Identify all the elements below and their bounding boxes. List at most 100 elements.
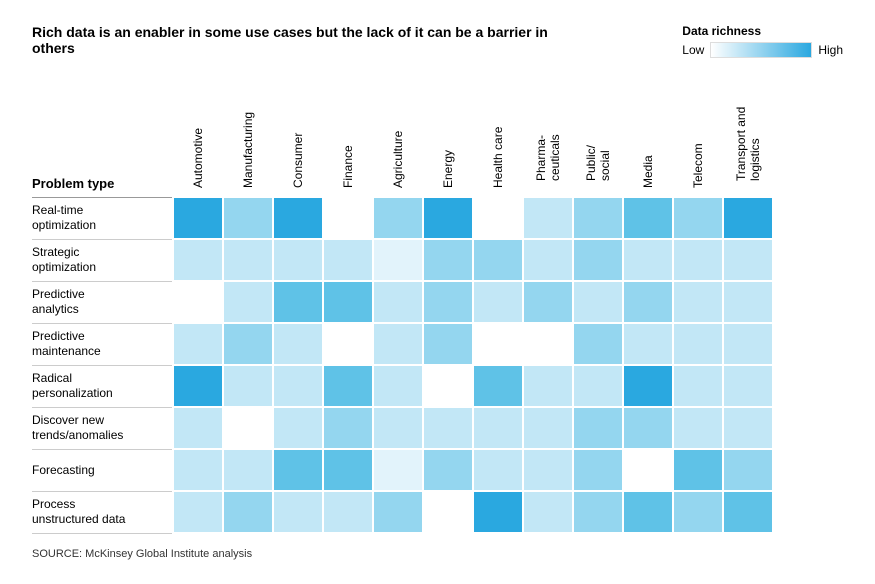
heatmap-head: Problem typeAutomotiveManufacturingConsu… [32, 70, 773, 197]
heatmap-cell [273, 239, 323, 281]
column-header-label: Agriculture [391, 174, 405, 188]
heatmap-cell [573, 365, 623, 407]
heatmap-cell [173, 449, 223, 491]
heatmap-cell [423, 407, 473, 449]
heatmap-cell [273, 407, 323, 449]
heatmap-cell [473, 449, 523, 491]
heatmap-cell [273, 323, 323, 365]
heatmap-cell [523, 197, 573, 239]
heatmap-cell [373, 281, 423, 323]
table-row: Radicalpersonalization [32, 365, 773, 407]
heatmap-cell [523, 407, 573, 449]
heatmap-cell [623, 491, 673, 533]
chart-title: Rich data is an enabler in some use case… [32, 24, 592, 56]
heatmap-cell [173, 323, 223, 365]
heatmap-cell [173, 197, 223, 239]
column-header-label: Media [641, 174, 655, 188]
heatmap-cell [373, 197, 423, 239]
heatmap-cell [273, 365, 323, 407]
heatmap-cell [223, 239, 273, 281]
row-label: Predictivemaintenance [32, 323, 173, 365]
heatmap-cell [423, 491, 473, 533]
heatmap-cell [323, 197, 373, 239]
heatmap-cell [173, 281, 223, 323]
heatmap-cell [223, 281, 273, 323]
heatmap-cell [323, 281, 373, 323]
heatmap-cell [723, 197, 773, 239]
heatmap-cell [323, 323, 373, 365]
heatmap-cell [423, 197, 473, 239]
heatmap-cell [323, 365, 373, 407]
column-header: Finance [323, 70, 373, 197]
heatmap-cell [323, 491, 373, 533]
table-row: Predictivemaintenance [32, 323, 773, 365]
table-row: Forecasting [32, 449, 773, 491]
heatmap-cell [223, 323, 273, 365]
heatmap-cell [673, 281, 723, 323]
column-header-label: Consumer [291, 174, 305, 188]
heatmap-cell [423, 281, 473, 323]
heatmap-cell [523, 491, 573, 533]
heatmap-cell [273, 449, 323, 491]
row-label: Discover newtrends/anomalies [32, 407, 173, 449]
row-label: Processunstructured data [32, 491, 173, 533]
row-label: Strategicoptimization [32, 239, 173, 281]
column-header: Pharma-ceuticals [523, 70, 573, 197]
row-label: Forecasting [32, 449, 173, 491]
column-header: Transport andlogistics [723, 70, 773, 197]
heatmap-cell [623, 323, 673, 365]
heatmap-cell [473, 323, 523, 365]
heatmap-cell [373, 407, 423, 449]
heatmap-cell [273, 491, 323, 533]
column-header: Energy [423, 70, 473, 197]
column-header: Automotive [173, 70, 223, 197]
row-label: Predictiveanalytics [32, 281, 173, 323]
heatmap-cell [223, 197, 273, 239]
heatmap-cell [273, 281, 323, 323]
table-row: Discover newtrends/anomalies [32, 407, 773, 449]
heatmap-cell [723, 281, 773, 323]
column-header: Health care [473, 70, 523, 197]
heatmap-cell [323, 407, 373, 449]
heatmap-cell [223, 491, 273, 533]
heatmap-cell [373, 365, 423, 407]
header-row: Rich data is an enabler in some use case… [32, 24, 843, 58]
heatmap-cell [373, 323, 423, 365]
heatmap-cell [173, 407, 223, 449]
heatmap-cell [623, 239, 673, 281]
heatmap-cell [523, 281, 573, 323]
heatmap-cell [473, 197, 523, 239]
heatmap-cell [723, 365, 773, 407]
heatmap-cell [573, 281, 623, 323]
column-header: Manufacturing [223, 70, 273, 197]
column-header: Consumer [273, 70, 323, 197]
heatmap-cell [223, 449, 273, 491]
heatmap-cell [723, 449, 773, 491]
heatmap-cell [373, 491, 423, 533]
legend-low-label: Low [682, 43, 704, 57]
table-row: Real-timeoptimization [32, 197, 773, 239]
heatmap-cell [623, 449, 673, 491]
legend-gradient [710, 42, 812, 58]
column-header: Public/social [573, 70, 623, 197]
column-header-label: Health care [491, 174, 505, 188]
heatmap-cell [273, 197, 323, 239]
row-label: Radicalpersonalization [32, 365, 173, 407]
column-header-label: Energy [441, 174, 455, 188]
heatmap-cell [573, 197, 623, 239]
legend: Data richness Low High [682, 24, 843, 58]
heatmap-cell [323, 239, 373, 281]
table-row: Processunstructured data [32, 491, 773, 533]
table-row: Predictiveanalytics [32, 281, 773, 323]
heatmap-cell [173, 239, 223, 281]
legend-high-label: High [818, 43, 843, 57]
heatmap-cell [723, 239, 773, 281]
column-header-label: Telecom [691, 174, 705, 188]
heatmap-cell [323, 449, 373, 491]
heatmap-cell [573, 491, 623, 533]
heatmap-cell [723, 323, 773, 365]
column-header: Media [623, 70, 673, 197]
heatmap-cell [573, 323, 623, 365]
heatmap-cell [473, 239, 523, 281]
column-header-label: Pharma-ceuticals [534, 167, 562, 181]
